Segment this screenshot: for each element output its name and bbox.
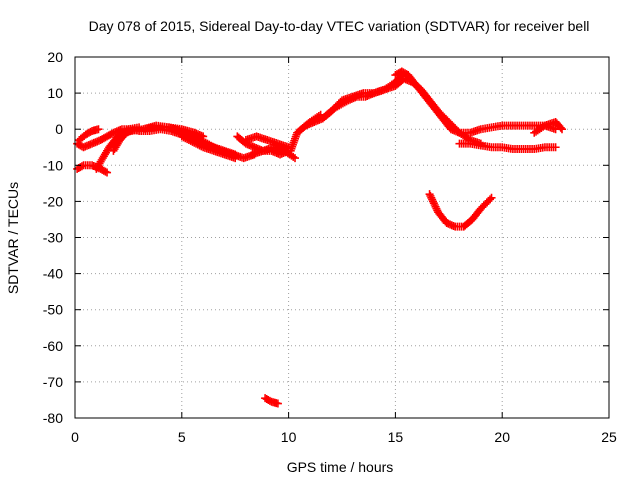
data-point (101, 167, 110, 176)
data-point (273, 399, 282, 408)
data-point (197, 142, 206, 151)
data-point (193, 140, 202, 149)
data-point (181, 134, 190, 143)
series-arc-17 (530, 117, 567, 137)
series-arc-15 (391, 67, 560, 137)
data-point (426, 191, 435, 200)
data-point (289, 152, 298, 161)
grid (75, 57, 609, 418)
data-point (190, 138, 199, 147)
x-tick-label: 25 (601, 429, 617, 445)
y-tick-label: 20 (47, 49, 63, 65)
data-point (487, 193, 496, 202)
series-arc-8 (177, 132, 240, 163)
data-point (103, 168, 112, 177)
data-point (183, 135, 192, 144)
data-point (430, 201, 439, 210)
data-point (179, 133, 188, 142)
data-point (431, 202, 440, 211)
chart-title: Day 078 of 2015, Sidereal Day-to-day VTE… (89, 18, 590, 34)
data-point (432, 204, 441, 213)
data-point (551, 143, 560, 152)
data-point (556, 123, 565, 132)
x-axis-label: GPS time / hours (287, 459, 394, 475)
data-point (291, 154, 300, 163)
data-point (231, 154, 240, 163)
data-points (73, 67, 567, 408)
x-tick-label: 15 (388, 429, 404, 445)
data-point (429, 199, 438, 208)
series-arc-11 (248, 143, 300, 163)
data-point (558, 125, 567, 134)
data-point (184, 136, 193, 145)
data-point (428, 197, 437, 206)
y-tick-label: -40 (43, 266, 63, 282)
series-arc-2 (75, 125, 103, 145)
series-arc-12 (286, 71, 406, 155)
ticks: 0 5 10 15 20 25 20 10 0 -10 -20 -30 -40 -50 -60 -70 -80 (43, 49, 617, 445)
x-tick-label: 20 (494, 429, 510, 445)
y-tick-label: -60 (43, 338, 63, 354)
data-point (425, 190, 434, 199)
data-point (195, 141, 204, 150)
y-tick-label: -30 (43, 230, 63, 246)
y-tick-label: 10 (47, 85, 63, 101)
y-tick-label: 0 (55, 121, 63, 137)
data-point (77, 162, 86, 171)
y-axis-label: SDTVAR / TECUs (5, 182, 21, 294)
x-tick-label: 0 (71, 429, 79, 445)
data-point (427, 193, 436, 202)
series-arc-16 (455, 139, 560, 154)
data-point (186, 136, 195, 145)
series-arc-3 (73, 161, 112, 177)
y-tick-label: -70 (43, 374, 63, 390)
data-point (342, 97, 351, 106)
y-tick-label: -80 (43, 410, 63, 426)
series-arc-18 (425, 190, 496, 231)
x-tick-label: 5 (178, 429, 186, 445)
data-point (177, 132, 186, 141)
data-point (94, 125, 103, 134)
series-arc-19 (261, 394, 282, 408)
data-point (485, 195, 494, 204)
y-tick-label: -20 (43, 193, 63, 209)
y-tick-label: -50 (43, 302, 63, 318)
data-point (188, 137, 197, 146)
data-point (428, 195, 437, 204)
data-point (539, 122, 548, 131)
x-tick-label: 10 (281, 429, 297, 445)
data-point (192, 139, 201, 148)
y-tick-label: -10 (43, 157, 63, 173)
